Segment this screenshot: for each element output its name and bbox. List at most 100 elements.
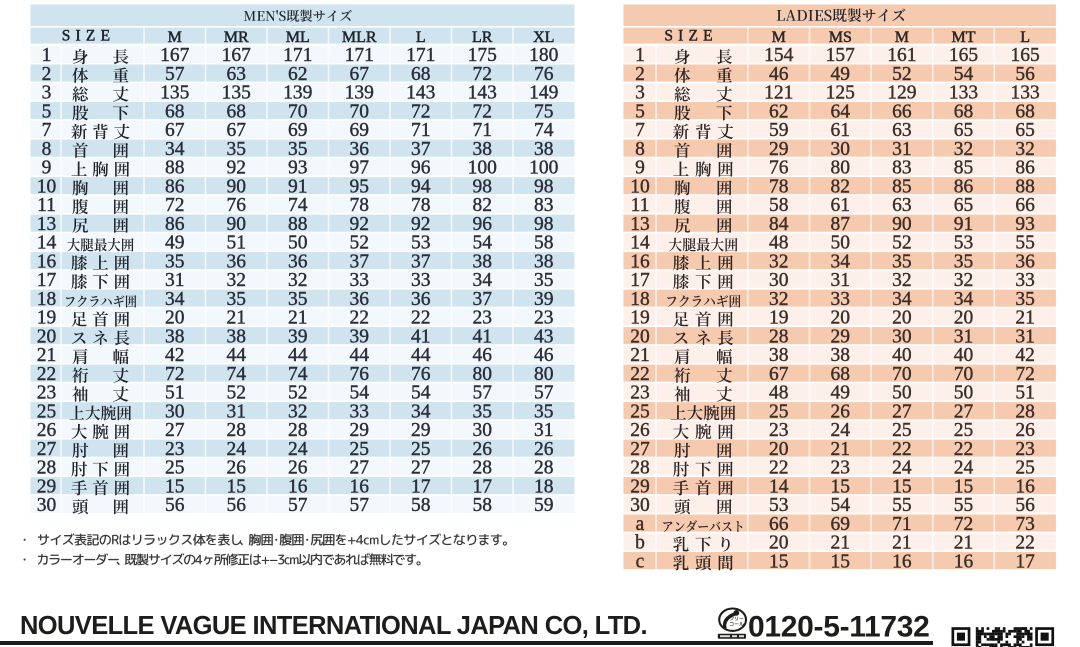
svg-text:28: 28 <box>769 326 789 347</box>
svg-text:9: 9 <box>635 158 645 179</box>
svg-text:5: 5 <box>635 101 645 122</box>
svg-text:55: 55 <box>1015 233 1035 254</box>
svg-text:23: 23 <box>472 308 492 329</box>
svg-text:10: 10 <box>630 176 650 197</box>
svg-text:167: 167 <box>222 45 252 66</box>
svg-text:135: 135 <box>160 83 189 104</box>
svg-text:15: 15 <box>769 551 789 572</box>
svg-text:22: 22 <box>37 364 57 385</box>
svg-text:54: 54 <box>472 233 492 254</box>
svg-text:27: 27 <box>954 401 974 422</box>
svg-text:LR: LR <box>472 29 493 46</box>
svg-text:15: 15 <box>954 476 974 497</box>
svg-text:48: 48 <box>769 233 789 254</box>
svg-text:70: 70 <box>954 364 974 385</box>
svg-text:63: 63 <box>226 64 246 85</box>
svg-text:34: 34 <box>472 270 492 291</box>
svg-text:26: 26 <box>1015 420 1035 441</box>
svg-text:74: 74 <box>226 364 246 385</box>
svg-text:25: 25 <box>892 420 912 441</box>
svg-text:M: M <box>772 29 786 46</box>
svg-text:161: 161 <box>887 45 916 66</box>
svg-text:50: 50 <box>831 233 851 254</box>
svg-text:100: 100 <box>468 158 497 179</box>
svg-text:52: 52 <box>226 383 246 404</box>
svg-text:28: 28 <box>1015 401 1035 422</box>
svg-text:14: 14 <box>37 233 57 254</box>
svg-text:46: 46 <box>769 64 789 85</box>
svg-text:11: 11 <box>631 195 650 216</box>
svg-text:36: 36 <box>288 251 308 272</box>
svg-text:37: 37 <box>411 251 431 272</box>
svg-text:39: 39 <box>349 326 369 347</box>
svg-text:50: 50 <box>892 383 912 404</box>
svg-text:59: 59 <box>769 120 789 141</box>
svg-text:92: 92 <box>411 214 431 235</box>
svg-text:21: 21 <box>1015 308 1035 329</box>
svg-text:149: 149 <box>529 83 558 104</box>
svg-text:91: 91 <box>288 176 308 197</box>
svg-text:23: 23 <box>831 458 851 479</box>
svg-text:91: 91 <box>954 214 974 235</box>
svg-text:36: 36 <box>226 251 246 272</box>
svg-text:19: 19 <box>37 308 57 329</box>
svg-text:30: 30 <box>630 495 650 516</box>
svg-text:30: 30 <box>472 420 492 441</box>
svg-text:31: 31 <box>534 420 554 441</box>
svg-text:51: 51 <box>226 233 246 254</box>
svg-text:33: 33 <box>349 401 369 422</box>
svg-text:82: 82 <box>472 195 492 216</box>
svg-text:39: 39 <box>288 326 308 347</box>
svg-text:23: 23 <box>1015 439 1035 460</box>
svg-text:33: 33 <box>411 270 431 291</box>
svg-text:31: 31 <box>165 270 185 291</box>
svg-text:70: 70 <box>892 364 912 385</box>
svg-text:32: 32 <box>1015 139 1035 160</box>
svg-text:66: 66 <box>892 101 912 122</box>
svg-text:35: 35 <box>534 401 554 422</box>
svg-text:76: 76 <box>226 195 246 216</box>
svg-text:27: 27 <box>349 458 369 479</box>
svg-text:48: 48 <box>769 383 789 404</box>
svg-text:34: 34 <box>892 289 912 310</box>
svg-text:85: 85 <box>954 158 974 179</box>
svg-text:73: 73 <box>1015 514 1035 535</box>
svg-text:26: 26 <box>288 458 308 479</box>
svg-text:36: 36 <box>349 139 369 160</box>
svg-text:54: 54 <box>831 495 851 516</box>
svg-text:68: 68 <box>831 364 851 385</box>
svg-text:43: 43 <box>534 326 554 347</box>
svg-text:83: 83 <box>534 195 554 216</box>
svg-text:38: 38 <box>534 251 554 272</box>
svg-text:95: 95 <box>349 176 369 197</box>
svg-text:23: 23 <box>534 308 554 329</box>
svg-text:10: 10 <box>37 176 57 197</box>
svg-text:34: 34 <box>165 289 185 310</box>
svg-text:25: 25 <box>37 401 57 422</box>
svg-text:M: M <box>168 29 182 46</box>
svg-text:21: 21 <box>226 308 246 329</box>
svg-text:34: 34 <box>954 289 974 310</box>
svg-text:16: 16 <box>349 476 369 497</box>
svg-text:41: 41 <box>472 326 492 347</box>
svg-text:87: 87 <box>831 214 851 235</box>
svg-text:58: 58 <box>534 233 554 254</box>
svg-text:67: 67 <box>769 364 789 385</box>
svg-text:86: 86 <box>165 214 185 235</box>
svg-text:M: M <box>895 29 909 46</box>
svg-text:31: 31 <box>831 270 851 291</box>
svg-text:21: 21 <box>831 533 851 554</box>
svg-text:40: 40 <box>954 345 974 366</box>
svg-text:56: 56 <box>165 495 185 516</box>
svg-text:31: 31 <box>892 139 912 160</box>
svg-text:66: 66 <box>1015 195 1035 216</box>
svg-text:L: L <box>416 29 426 46</box>
svg-text:76: 76 <box>411 364 431 385</box>
svg-text:121: 121 <box>764 83 793 104</box>
svg-text:16: 16 <box>37 251 57 272</box>
svg-text:68: 68 <box>165 101 185 122</box>
svg-text:55: 55 <box>892 495 912 516</box>
svg-text:15: 15 <box>831 476 851 497</box>
svg-text:28: 28 <box>226 420 246 441</box>
svg-text:63: 63 <box>892 120 912 141</box>
